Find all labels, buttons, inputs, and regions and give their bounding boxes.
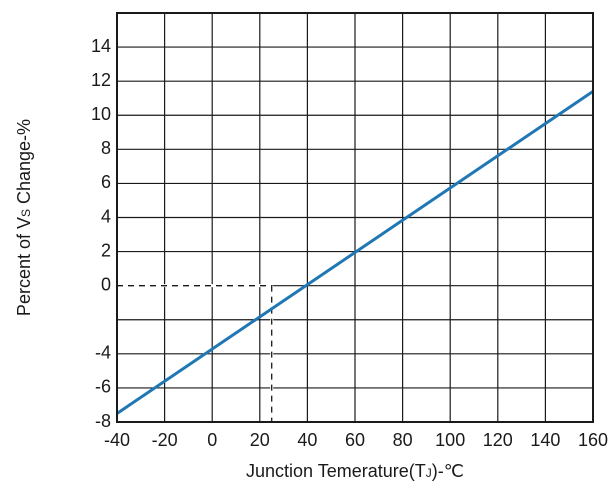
plot-frame — [116, 12, 594, 423]
y-axis-label: Percent of VS Change-% — [14, 119, 34, 316]
x-tick-label: 60 — [345, 430, 365, 450]
x-axis-label-pre: Junction Temerature(T — [246, 461, 426, 481]
x-tick-labels: -40 -20 0 20 40 60 80 100 120 140 160 — [104, 430, 608, 450]
y-axis-label-pre: Percent of V — [14, 217, 34, 316]
y-tick-label: -8 — [95, 411, 111, 431]
series-line — [116, 90, 594, 415]
x-tick-label: 120 — [483, 430, 513, 450]
y-tick-label: 6 — [101, 172, 111, 192]
x-tick-label: -20 — [152, 430, 178, 450]
x-axis-label-sub: J — [426, 466, 432, 480]
y-tick-label: 4 — [101, 206, 111, 226]
y-axis-label-post: Change-% — [14, 119, 34, 209]
x-tick-label: 80 — [393, 430, 413, 450]
series-group — [116, 90, 594, 415]
y-tick-label: 10 — [91, 104, 111, 124]
grid — [117, 12, 593, 422]
y-tick-label: 12 — [91, 70, 111, 90]
y-tick-label: -6 — [95, 377, 111, 397]
y-tick-label: 14 — [91, 36, 111, 56]
x-tick-label: 20 — [250, 430, 270, 450]
y-tick-labels: -8 -6 -4 0 2 4 6 8 10 12 14 — [91, 36, 111, 431]
x-axis-label-post: )-℃ — [432, 461, 464, 481]
x-axis-label: Junction Temerature(TJ)-℃ — [246, 461, 464, 481]
y-tick-label: 0 — [101, 274, 111, 294]
y-axis-label-sub: S — [19, 209, 33, 217]
x-tick-label: 40 — [297, 430, 317, 450]
y-tick-label: 2 — [101, 240, 111, 260]
x-tick-label: -40 — [104, 430, 130, 450]
y-tick-label: 8 — [101, 138, 111, 158]
x-tick-label: 0 — [207, 430, 217, 450]
x-tick-label: 160 — [578, 430, 608, 450]
x-tick-label: 100 — [435, 430, 465, 450]
x-tick-label: 140 — [530, 430, 560, 450]
y-tick-label: -4 — [95, 343, 111, 363]
